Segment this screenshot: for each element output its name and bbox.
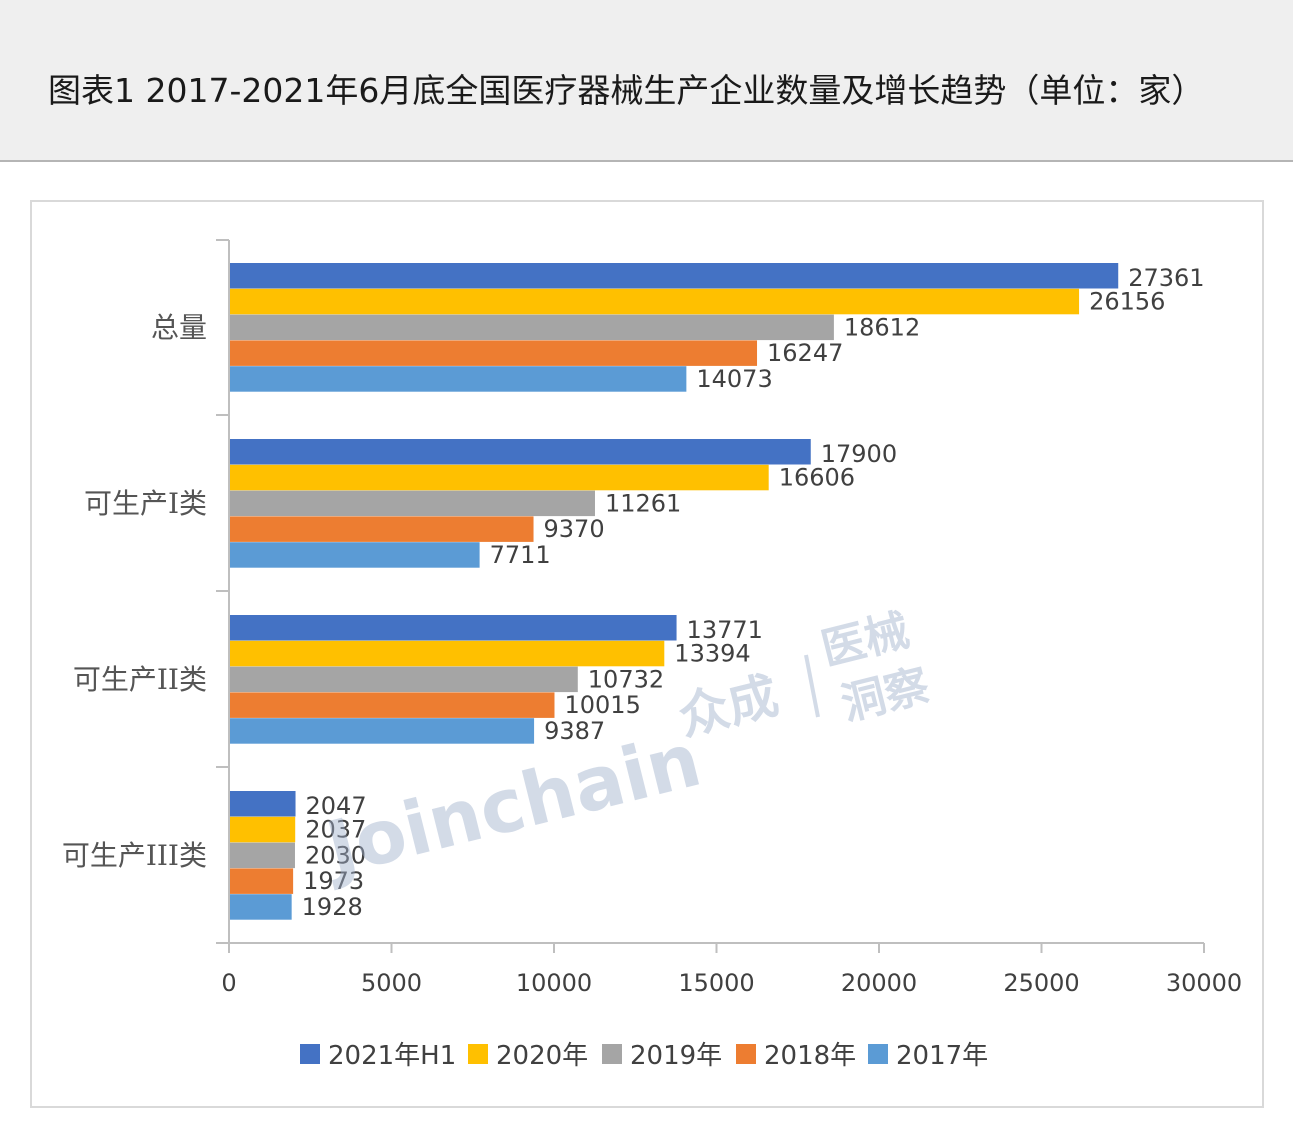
x-tick-label: 25000 <box>1003 969 1079 997</box>
x-tick-label: 20000 <box>841 969 917 997</box>
legend-swatch <box>602 1044 622 1064</box>
bar <box>230 791 296 817</box>
bar <box>230 718 535 744</box>
bar <box>230 842 295 869</box>
bar <box>230 366 687 392</box>
data-label: 1973 <box>303 867 364 895</box>
watermark-cn-brand: 众成 <box>673 666 784 746</box>
data-label: 10732 <box>588 665 664 693</box>
category-label: 可生产III类 <box>62 839 207 872</box>
data-label: 26156 <box>1089 288 1165 316</box>
bar <box>230 516 534 542</box>
bar <box>230 615 677 641</box>
legend-label: 2019年 <box>630 1041 722 1071</box>
legend-swatch <box>736 1044 756 1064</box>
bar <box>230 692 555 718</box>
data-label: 13771 <box>687 616 763 644</box>
legend-swatch <box>300 1044 320 1064</box>
x-tick-label: 0 <box>221 969 236 997</box>
category-label: 可生产II类 <box>73 663 207 696</box>
data-label: 9370 <box>544 515 605 543</box>
bar <box>230 464 769 491</box>
legend-label: 2017年 <box>896 1041 988 1071</box>
watermark-divider <box>804 654 820 718</box>
bar <box>230 340 758 366</box>
data-label: 10015 <box>564 691 640 719</box>
data-label: 2037 <box>305 816 366 844</box>
data-label: 11261 <box>605 489 681 517</box>
x-tick-label: 5000 <box>361 969 422 997</box>
figure-title: 图表1 2017-2021年6月底全国医疗器械生产企业数量及增长趋势（单位：家） <box>48 71 1205 110</box>
bar <box>230 439 811 465</box>
bar <box>230 314 834 341</box>
legend-label: 2020年 <box>496 1041 588 1071</box>
data-label: 1928 <box>302 893 363 921</box>
legend-swatch <box>468 1044 488 1064</box>
watermark-sub-line2: 洞察 <box>836 660 934 731</box>
bar <box>230 868 294 894</box>
bar <box>230 666 578 693</box>
bar <box>230 263 1119 289</box>
x-tick-label: 30000 <box>1166 969 1242 997</box>
category-label: 可生产I类 <box>84 487 207 520</box>
x-tick-label: 15000 <box>678 969 754 997</box>
data-label: 14073 <box>696 365 772 393</box>
bar <box>230 816 296 843</box>
legend-label: 2018年 <box>764 1041 856 1071</box>
bar <box>230 894 292 920</box>
data-label: 2030 <box>305 841 366 869</box>
data-label: 18612 <box>844 313 920 341</box>
data-label: 16247 <box>767 339 843 367</box>
data-label: 13394 <box>674 640 750 668</box>
bar <box>230 542 480 568</box>
header-banner: 图表1 2017-2021年6月底全国医疗器械生产企业数量及增长趋势（单位：家） <box>0 0 1293 162</box>
legend-label: 2021年H1 <box>328 1041 456 1071</box>
data-label: 9387 <box>544 717 605 745</box>
data-label: 2047 <box>306 792 367 820</box>
data-label: 16606 <box>779 464 855 492</box>
x-tick-label: 10000 <box>516 969 592 997</box>
category-label: 总量 <box>151 311 207 344</box>
legend-swatch <box>868 1044 888 1064</box>
data-label: 7711 <box>490 541 551 569</box>
bar <box>230 640 665 667</box>
bar <box>230 288 1080 315</box>
data-label: 27361 <box>1128 264 1204 292</box>
data-label: 17900 <box>821 440 897 468</box>
bar <box>230 490 595 517</box>
